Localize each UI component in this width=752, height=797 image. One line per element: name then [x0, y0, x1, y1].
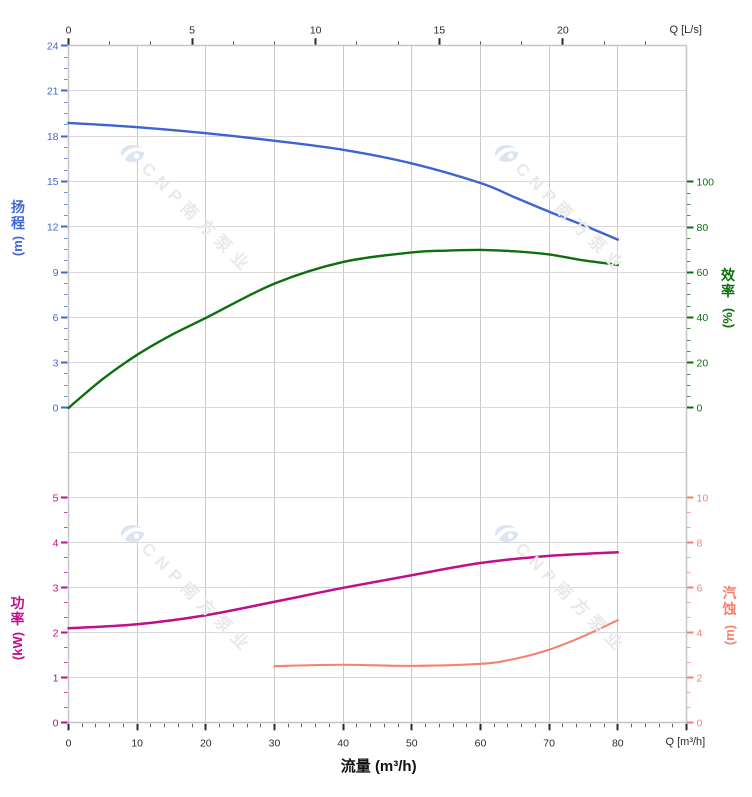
head-tick-label: 3 [53, 357, 59, 369]
bottom-axis-unit-label: Q [m³/h] [665, 735, 706, 748]
npsh-tick-label: 0 [697, 718, 703, 730]
efficiency-tick-label: 0 [697, 403, 703, 415]
top-axis-tick-label: 10 [310, 25, 322, 37]
power-curve [67, 551, 620, 630]
power-tick-label: 4 [53, 538, 59, 550]
bottom-axis-tick-label: 80 [612, 738, 624, 750]
flow-axis-title: 流量 (m³/h) [340, 757, 417, 775]
efficiency-tick-label: 20 [697, 357, 709, 369]
head-tick-label: 6 [53, 312, 59, 324]
head-axis-title-text: 扬程 [11, 199, 25, 231]
efficiency-tick-label: 100 [697, 177, 715, 189]
head-tick-label: 15 [47, 176, 59, 188]
power-tick-label: 2 [53, 628, 59, 640]
npsh-tick-label: 4 [697, 628, 703, 640]
efficiency-tick-label: 40 [697, 312, 709, 324]
power-tick-label: 1 [53, 673, 59, 685]
top-axis-unit-label: Q [L/s] [669, 23, 702, 36]
bottom-axis-tick-label: 70 [543, 738, 555, 750]
axis-title-char: 蚀 [722, 601, 737, 617]
head-axis-unit: (m) [10, 235, 25, 257]
top-axis-tick-label: 15 [433, 25, 445, 37]
npsh-axis-title: 汽蚀 (m) [719, 585, 739, 646]
power-axis-title-text: 功率 [10, 595, 24, 627]
bottom-axis-tick-label: 60 [475, 738, 487, 750]
power-tick-label: 0 [53, 718, 59, 730]
bottom-axis-tick-label: 0 [66, 738, 72, 750]
efficiency-axis-title: 效率 (%) [718, 267, 738, 328]
head-axis-title: 扬程 (m) [8, 199, 28, 257]
head-tick-label: 9 [53, 267, 59, 279]
power-tick-label: 3 [53, 583, 59, 595]
head-tick-label: 24 [47, 40, 59, 52]
npsh-tick-label: 8 [697, 538, 703, 550]
bottom-axis-tick-label: 50 [406, 738, 418, 750]
head-tick-label: 12 [47, 221, 59, 233]
power-axis-title: 功率 (kW) [3, 595, 31, 660]
efficiency-tick-label: 80 [697, 222, 709, 234]
bottom-axis-tick-label: 40 [337, 738, 349, 750]
efficiency-tick-label: 60 [697, 267, 709, 279]
bottom-axis-tick-label: 30 [269, 738, 281, 750]
axis-title-char: 功 [10, 594, 25, 611]
npsh-curve [273, 619, 619, 668]
power-axis-unit: (kW) [9, 631, 25, 660]
axis-title-char: 率 [10, 610, 25, 627]
efficiency-curve [67, 248, 619, 410]
power-tick-label: 5 [53, 493, 59, 505]
efficiency-axis-title-text: 效率 [721, 267, 735, 299]
head-tick-label: 21 [47, 86, 59, 98]
axis-title-char: 率 [721, 283, 735, 299]
npsh-tick-label: 6 [697, 583, 703, 595]
npsh-axis-unit: (m) [721, 624, 737, 646]
head-curve [67, 121, 619, 241]
axis-title-char: 效 [721, 267, 735, 283]
npsh-tick-label: 10 [697, 493, 709, 505]
efficiency-axis-unit: (%) [720, 307, 735, 328]
bottom-axis-tick-label: 20 [200, 738, 212, 750]
head-tick-label: 0 [53, 403, 59, 415]
axis-title-char: 汽 [722, 585, 737, 601]
head-tick-label: 18 [47, 131, 59, 143]
npsh-tick-label: 2 [697, 673, 703, 685]
npsh-axis-title-text: 汽蚀 [723, 585, 737, 617]
axis-title-char: 程 [11, 215, 25, 231]
top-axis-tick-label: 20 [557, 25, 569, 37]
top-axis-tick-label: 0 [66, 25, 72, 37]
bottom-axis-tick-label: 10 [131, 738, 143, 750]
axis-title-char: 扬 [11, 199, 25, 215]
top-axis-tick-label: 5 [189, 25, 195, 37]
